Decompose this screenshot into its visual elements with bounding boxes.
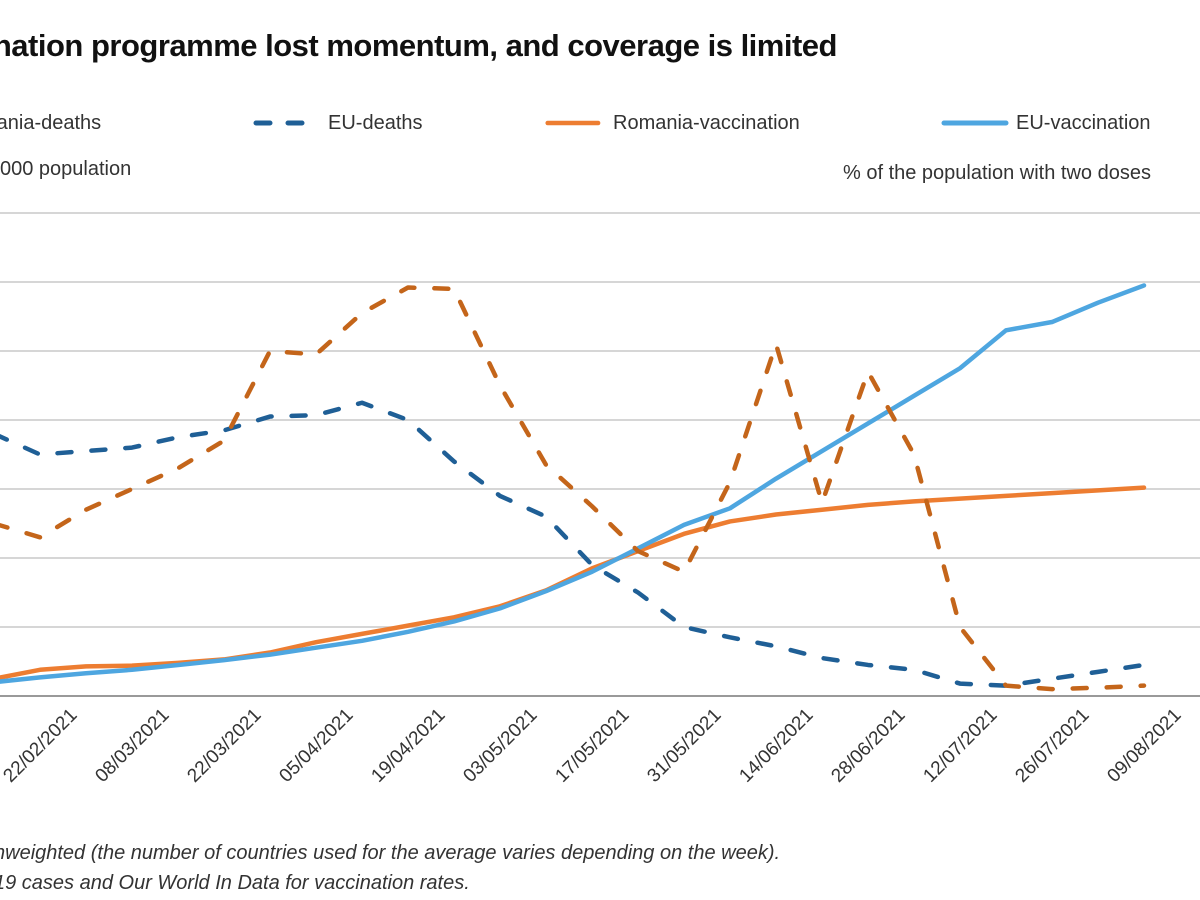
right-axis-unit: % of the population with two doses [843,162,1151,184]
x-tick-label: 19/04/2021 [367,705,449,787]
legend-item-eu-vaccination[interactable]: EU-vaccination [940,110,1151,136]
series-layer [0,283,1147,692]
x-tick-label: 05/04/2021 [275,705,357,787]
solid-line-icon [941,120,1009,126]
x-tick-label: 14/06/2021 [735,705,817,787]
x-tick-label: 03/05/2021 [459,705,541,787]
x-tick-label: 28/06/2021 [827,705,909,787]
line-chart: 22/02/2021 08/03/2021 22/03/2021 05/04/2021… [0,212,1200,787]
legend-label: Romania-vaccination [613,111,800,134]
legend-label: mania-deaths [0,111,102,134]
solid-line-icon [545,120,601,126]
series-line-eu-vaccination [0,283,1147,684]
legend-label: EU-vaccination [1016,111,1151,134]
dashed-line-icon [253,120,321,126]
legend-item-romania-deaths[interactable]: mania-deaths [0,110,101,136]
x-tick-label: 09/08/2021 [1103,705,1185,787]
x-tick-label: 22/03/2021 [183,705,265,787]
x-tick-label: 31/05/2021 [643,705,725,787]
legend-item-eu-deaths[interactable]: EU-deaths [252,110,423,136]
legend-label: EU-deaths [328,111,423,134]
footnote-line-1: nweighted (the number of countries used … [0,842,781,864]
x-tick-label: 22/02/2021 [0,705,82,787]
x-axis-ticks: 22/02/2021 08/03/2021 22/03/2021 05/04/2021… [0,705,1186,787]
x-tick-label: 08/03/2021 [91,705,173,787]
legend-item-romania-vaccination[interactable]: Romania-vaccination [545,110,800,136]
chart-title: cination programme lost momentum, and co… [0,28,837,63]
gridlines [0,212,1200,697]
x-tick-label: 12/07/2021 [919,705,1001,787]
series-line-romania-vaccination [0,485,1147,680]
series-line-romania-deaths [0,285,1147,692]
left-axis-unit: 000 population [0,158,132,180]
x-tick-label: 26/07/2021 [1011,705,1093,787]
footnote-line-2: 19 cases and Our World In Data for vacci… [0,872,470,894]
x-tick-label: 17/05/2021 [551,705,633,787]
